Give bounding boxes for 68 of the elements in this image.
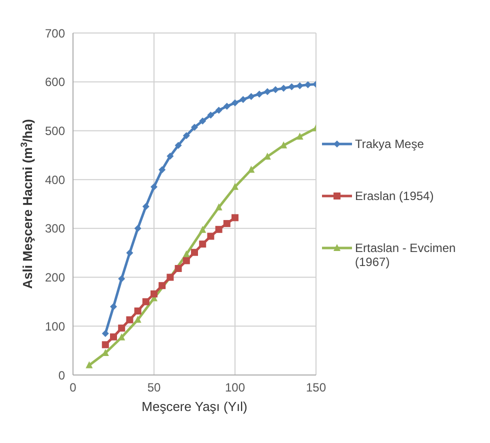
point (223, 220, 230, 228)
point (150, 290, 158, 298)
point (199, 117, 206, 124)
point (134, 316, 142, 323)
point (118, 333, 126, 340)
point (199, 226, 206, 233)
point (256, 90, 263, 98)
y-tick-label: 300 (44, 222, 66, 236)
x-tick-label: 0 (70, 380, 77, 395)
point (215, 226, 222, 233)
point (272, 86, 279, 94)
point (240, 96, 247, 103)
y-tick-label: 100 (44, 319, 66, 334)
point (288, 83, 296, 90)
point (142, 202, 150, 210)
point (174, 142, 182, 149)
x-tick-label: 150 (306, 380, 326, 395)
y-tick-label: 400 (44, 172, 66, 187)
point (248, 93, 255, 100)
x-tick-label: 50 (147, 380, 161, 395)
point (126, 316, 134, 324)
point (174, 264, 182, 272)
point (296, 132, 304, 140)
point (102, 330, 109, 337)
point (158, 166, 166, 174)
point (207, 112, 214, 119)
y-tick-label: 600 (44, 75, 66, 90)
point (280, 84, 288, 92)
point (296, 82, 304, 90)
point (86, 361, 93, 368)
point (166, 152, 174, 160)
point (215, 203, 222, 210)
point (199, 240, 206, 248)
point (223, 102, 230, 110)
point (102, 341, 109, 348)
x-tick-label: 100 (224, 380, 246, 395)
y-tick-label: 0 (58, 368, 66, 382)
y-tick-label: 200 (44, 270, 66, 285)
point (118, 275, 126, 282)
point (207, 232, 214, 240)
legend-label: Ertaslan - Evcimen (1967) (355, 240, 457, 268)
point (182, 250, 190, 258)
point (182, 257, 190, 264)
point (134, 307, 142, 314)
point (118, 324, 126, 332)
legend-label: Eraslan (1954) (355, 188, 435, 202)
x-axis-title: Meşcere Yaşı (Yıl) (142, 399, 248, 414)
point (191, 124, 198, 131)
point (126, 249, 134, 256)
point (134, 224, 142, 232)
legend-label: Trakya Meşe (355, 136, 425, 150)
y-tick-label: 500 (44, 124, 66, 138)
point (280, 141, 288, 148)
point (248, 166, 255, 173)
point (110, 333, 117, 340)
point (150, 183, 158, 190)
point (110, 303, 117, 310)
point (232, 182, 238, 190)
point (232, 214, 238, 222)
y-tick-label: 700 (44, 26, 66, 40)
point (182, 132, 190, 140)
point (264, 88, 271, 96)
point (158, 282, 166, 290)
point (142, 298, 150, 306)
point (215, 106, 222, 114)
point (191, 248, 198, 256)
point (232, 99, 238, 106)
point (304, 81, 312, 88)
